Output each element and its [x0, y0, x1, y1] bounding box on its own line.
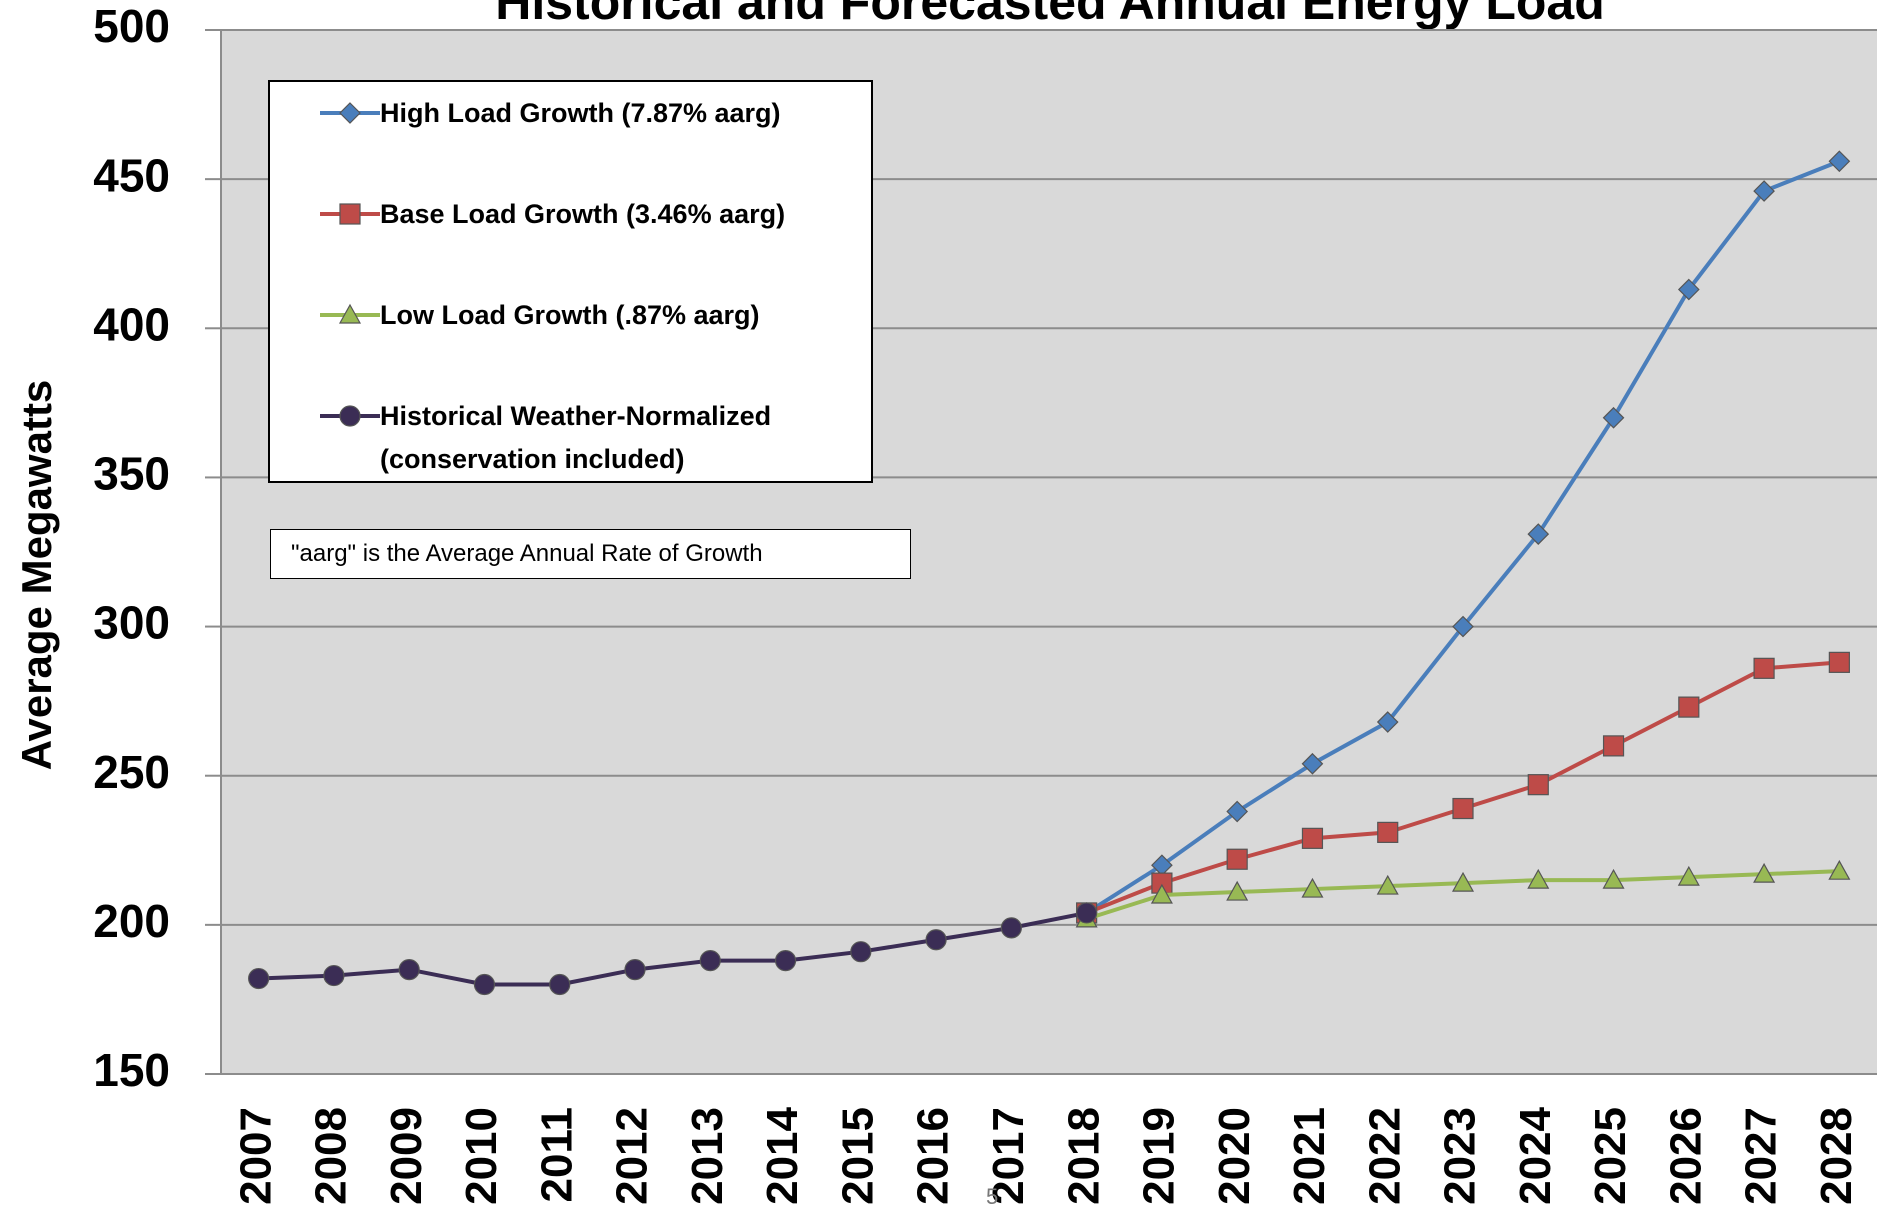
marker	[1828, 651, 1850, 673]
marker	[338, 303, 362, 324]
x-tick-label: 2028	[1812, 1107, 1861, 1205]
x-tick-label: 2011	[532, 1107, 581, 1202]
y-tick-label: 400	[93, 298, 170, 350]
x-tick-label: 2018	[1059, 1107, 1108, 1205]
marker	[1753, 862, 1776, 883]
x-tick-label: 2027	[1737, 1107, 1786, 1205]
marker	[1677, 865, 1700, 886]
note: "aarg" is the Average Annual Rate of Gro…	[270, 529, 911, 579]
marker	[1376, 711, 1399, 733]
marker	[339, 203, 361, 225]
marker	[323, 964, 345, 987]
marker	[1301, 877, 1324, 898]
marker	[1677, 278, 1700, 301]
x-tick-label: 2009	[382, 1107, 431, 1205]
chart-title: Historical and Forecasted Annual Energy …	[495, 0, 1605, 30]
x-tick-label: 2010	[457, 1107, 506, 1205]
marker	[1678, 696, 1700, 718]
marker	[925, 929, 947, 951]
marker	[339, 405, 361, 427]
marker	[624, 958, 646, 981]
x-tick-label: 2022	[1360, 1107, 1409, 1205]
marker	[1000, 917, 1022, 939]
marker	[1451, 871, 1475, 892]
legend-swatch	[320, 405, 380, 427]
x-tick-label: 2016	[909, 1107, 958, 1205]
x-tick-label: 2021	[1285, 1107, 1334, 1205]
legend-entry: Low Load Growth (.87% aarg)	[320, 294, 850, 337]
marker	[1602, 868, 1625, 889]
x-tick-label: 2008	[307, 1107, 356, 1205]
y-tick-label: 200	[93, 895, 170, 947]
marker	[248, 967, 270, 990]
x-tick-label: 2025	[1586, 1107, 1635, 1205]
x-tick-label: 2014	[758, 1106, 807, 1204]
y-tick-label: 150	[93, 1044, 170, 1096]
y-axis-label: Average Megawatts	[13, 380, 60, 771]
marker	[1527, 774, 1549, 796]
marker	[1301, 827, 1324, 849]
marker	[1226, 880, 1249, 901]
x-tick-label: 2023	[1436, 1107, 1485, 1205]
marker	[1828, 150, 1851, 173]
legend-label: High Load Growth (7.87% aarg)	[380, 98, 781, 128]
marker	[1602, 735, 1625, 757]
marker	[1226, 800, 1249, 823]
marker	[1753, 180, 1775, 202]
legend-label: Historical Weather-Normalized (conservat…	[380, 401, 772, 474]
legend: High Load Growth (7.87% aarg) Base Load G…	[268, 80, 873, 483]
y-tick-label: 250	[93, 746, 170, 798]
x-tick-label: 2015	[833, 1107, 882, 1205]
x-tick-label: 2017	[984, 1107, 1033, 1205]
legend-swatch	[320, 303, 380, 324]
marker	[1377, 821, 1399, 843]
marker	[1527, 523, 1550, 545]
x-tick-label: 2024	[1511, 1106, 1560, 1204]
marker	[1452, 615, 1474, 638]
marker	[1150, 883, 1173, 904]
marker	[1828, 859, 1851, 880]
marker	[1753, 657, 1775, 679]
legend-entry: High Load Growth (7.87% aarg)	[320, 92, 850, 135]
marker	[549, 973, 571, 996]
page-number: 5	[986, 1184, 999, 1209]
marker	[1226, 848, 1248, 870]
legend-entry: Historical Weather-Normalized (conservat…	[320, 395, 850, 481]
x-tick-label: 2026	[1661, 1107, 1710, 1205]
x-tick-label: 2020	[1210, 1107, 1259, 1205]
y-tick-label: 500	[93, 0, 170, 52]
marker	[339, 102, 361, 124]
marker	[1376, 874, 1399, 895]
marker	[473, 973, 496, 996]
y-tick-label: 350	[93, 448, 170, 500]
marker	[398, 958, 420, 981]
y-tick-label: 300	[93, 597, 170, 649]
legend-label: Low Load Growth (.87% aarg)	[380, 300, 760, 330]
marker	[774, 950, 797, 972]
x-tick-label: 2007	[231, 1107, 280, 1205]
x-tick-label: 2012	[608, 1107, 657, 1205]
marker	[1301, 752, 1324, 775]
legend-swatch	[320, 203, 380, 225]
legend-swatch	[320, 102, 380, 124]
legend-entry: Base Load Growth (3.46% aarg)	[320, 193, 850, 236]
x-tick-label: 2013	[683, 1107, 732, 1205]
marker	[699, 950, 721, 972]
marker	[1452, 797, 1474, 820]
series-line	[258, 910, 1088, 987]
legend-label: Base Load Growth (3.46% aarg)	[380, 199, 786, 229]
marker	[1602, 406, 1625, 429]
marker	[850, 941, 872, 963]
y-tick-label: 450	[93, 149, 170, 201]
x-tick-label: 2019	[1135, 1107, 1184, 1205]
marker	[1076, 902, 1098, 924]
marker	[1527, 868, 1550, 889]
